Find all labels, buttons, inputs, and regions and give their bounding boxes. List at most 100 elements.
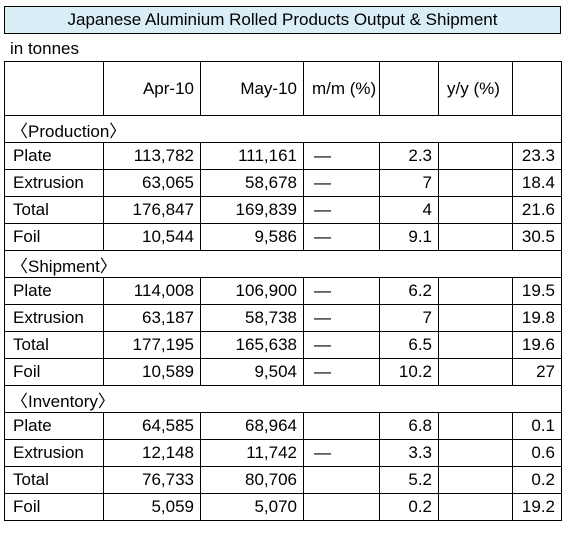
value-may: 169,839 xyxy=(200,196,304,224)
value-may: 11,742 xyxy=(200,439,304,467)
value-apr: 113,782 xyxy=(103,142,201,170)
table-row: Extrusion 63,187 58,738—7 19.8 xyxy=(4,304,562,332)
value-mm: 6.2 xyxy=(379,277,439,305)
value-yy: 0.6 xyxy=(512,439,562,467)
table-row: Extrusion 12,148 11,742—3.3 0.6 xyxy=(4,439,562,467)
value-mm: 0.2 xyxy=(379,493,439,521)
yy-sign xyxy=(438,493,513,521)
value-may: 68,964 xyxy=(200,412,304,440)
value-may: 9,504 xyxy=(200,358,304,386)
section-label: 〈Production〉 xyxy=(4,115,126,143)
yy-sign xyxy=(438,223,513,251)
value-apr: 114,008 xyxy=(103,277,201,305)
header-yy: y/y (%) xyxy=(438,61,513,116)
mm-sign: — xyxy=(303,331,380,359)
section-empty-cell xyxy=(379,115,439,143)
value-mm: 4 xyxy=(379,196,439,224)
section-empty-cell xyxy=(103,250,201,278)
value-mm: 5.2 xyxy=(379,466,439,494)
yy-sign xyxy=(438,196,513,224)
row-name: Extrusion xyxy=(4,169,104,197)
value-apr: 176,847 xyxy=(103,196,201,224)
mm-sign: — xyxy=(303,169,380,197)
value-mm: 7 xyxy=(379,304,439,332)
yy-sign xyxy=(438,439,513,467)
header-mm: m/m (%) xyxy=(303,61,380,116)
mm-sign: — xyxy=(303,358,380,386)
value-yy: 23.3 xyxy=(512,142,562,170)
value-mm: 10.2 xyxy=(379,358,439,386)
row-name: Foil xyxy=(4,493,104,521)
value-mm: 9.1 xyxy=(379,223,439,251)
value-mm: 2.3 xyxy=(379,142,439,170)
value-yy: 18.4 xyxy=(512,169,562,197)
section-empty-cell xyxy=(303,250,380,278)
mm-sign: — xyxy=(303,142,380,170)
value-apr: 10,544 xyxy=(103,223,201,251)
value-yy: 30.5 xyxy=(512,223,562,251)
value-may: 58,678 xyxy=(200,169,304,197)
yy-sign xyxy=(438,358,513,386)
yy-sign xyxy=(438,277,513,305)
row-name: Foil xyxy=(4,223,104,251)
section-empty-cell xyxy=(512,250,562,278)
mm-sign: — xyxy=(303,223,380,251)
mm-sign: — xyxy=(303,277,380,305)
value-yy: 0.2 xyxy=(512,466,562,494)
mm-sign: — xyxy=(303,196,380,224)
header-row: Apr-10 May-10 m/m (%) y/y (%) xyxy=(4,61,562,116)
row-name: Foil xyxy=(4,358,104,386)
section-empty-cell xyxy=(438,385,513,413)
value-yy: 19.5 xyxy=(512,277,562,305)
header-empty-cell xyxy=(4,61,104,116)
yy-sign xyxy=(438,331,513,359)
yy-sign xyxy=(438,142,513,170)
value-may: 165,638 xyxy=(200,331,304,359)
table-row: Foil 10,589 9,504—10.2 27 xyxy=(4,358,562,386)
yy-sign xyxy=(438,412,513,440)
table-row: Plate 113,782 111,161—2.3 23.3 xyxy=(4,142,562,170)
value-yy: 19.2 xyxy=(512,493,562,521)
section-empty-cell xyxy=(379,250,439,278)
value-yy: 21.6 xyxy=(512,196,562,224)
section-empty-cell xyxy=(379,385,439,413)
mm-sign xyxy=(303,412,380,440)
section-header-row: 〈Production〉 xyxy=(4,115,562,143)
value-apr: 12,148 xyxy=(103,439,201,467)
value-mm: 3.3 xyxy=(379,439,439,467)
header-empty-cell xyxy=(512,61,562,116)
value-may: 58,738 xyxy=(200,304,304,332)
value-mm: 6.8 xyxy=(379,412,439,440)
table-title: Japanese Aluminium Rolled Products Outpu… xyxy=(4,6,561,34)
mm-sign xyxy=(303,466,380,494)
header-empty-cell xyxy=(379,61,439,116)
table-row: Foil 10,544 9,586—9.1 30.5 xyxy=(4,223,562,251)
value-may: 106,900 xyxy=(200,277,304,305)
table-row: Extrusion 63,065 58,678—7 18.4 xyxy=(4,169,562,197)
table-row: Total 76,733 80,706 5.2 0.2 xyxy=(4,466,562,494)
header-may: May-10 xyxy=(200,61,304,116)
mm-sign: — xyxy=(303,439,380,467)
mm-sign xyxy=(303,493,380,521)
value-apr: 64,585 xyxy=(103,412,201,440)
value-apr: 10,589 xyxy=(103,358,201,386)
yy-sign xyxy=(438,304,513,332)
value-apr: 63,065 xyxy=(103,169,201,197)
section-empty-cell xyxy=(200,250,304,278)
table-row: Total 176,847 169,839—4 21.6 xyxy=(4,196,562,224)
section-empty-cell xyxy=(303,115,380,143)
value-mm: 7 xyxy=(379,169,439,197)
yy-sign xyxy=(438,466,513,494)
value-yy: 0.1 xyxy=(512,412,562,440)
value-apr: 76,733 xyxy=(103,466,201,494)
row-name: Plate xyxy=(4,142,104,170)
section-empty-cell xyxy=(438,115,513,143)
row-name: Extrusion xyxy=(4,439,104,467)
row-name: Total xyxy=(4,331,104,359)
value-may: 5,070 xyxy=(200,493,304,521)
table-row: Plate 64,585 68,964 6.8 0.1 xyxy=(4,412,562,440)
section-label: 〈Inventory〉 xyxy=(4,385,115,413)
section-label: 〈Shipment〉 xyxy=(4,250,117,278)
section-empty-cell xyxy=(303,385,380,413)
value-apr: 63,187 xyxy=(103,304,201,332)
